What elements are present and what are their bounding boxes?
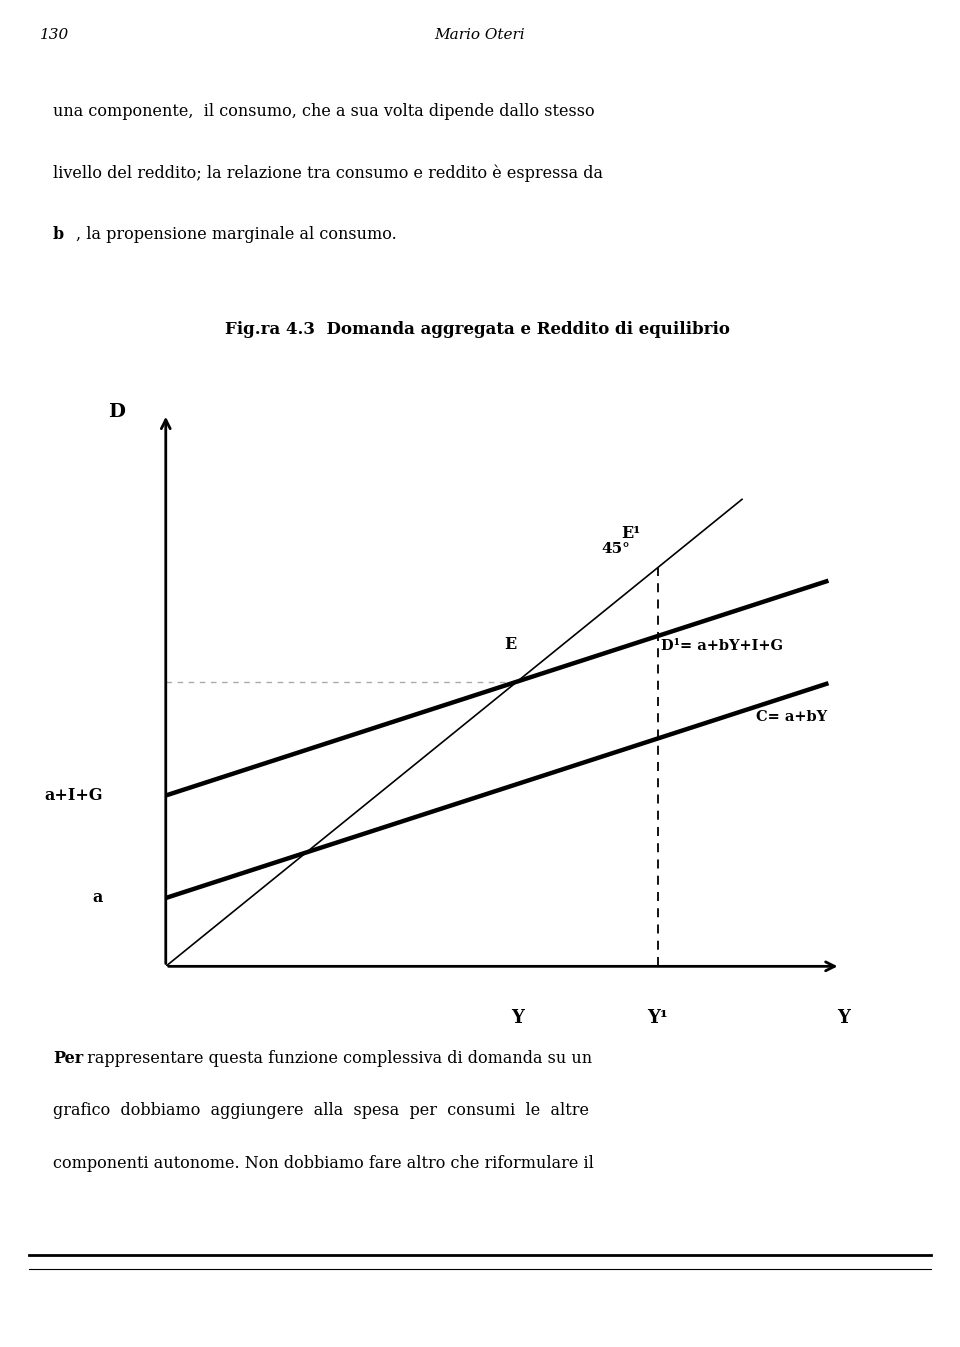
Text: grafico  dobbiamo  aggiungere  alla  spesa  per  consumi  le  altre: grafico dobbiamo aggiungere alla spesa p… bbox=[53, 1102, 588, 1119]
Text: D: D bbox=[108, 403, 125, 420]
Text: Y: Y bbox=[511, 1009, 523, 1026]
Text: Fig.ra 4.3  Domanda aggregata e Reddito di equilibrio: Fig.ra 4.3 Domanda aggregata e Reddito d… bbox=[226, 322, 730, 338]
Text: componenti autonome. Non dobbiamo fare altro che riformulare il: componenti autonome. Non dobbiamo fare a… bbox=[53, 1154, 593, 1172]
Text: Y: Y bbox=[837, 1009, 851, 1026]
Text: 130: 130 bbox=[40, 28, 69, 42]
Text: 45°: 45° bbox=[601, 543, 630, 556]
Text: a+I+G: a+I+G bbox=[44, 787, 103, 804]
Text: b: b bbox=[53, 225, 64, 242]
Text: Y¹: Y¹ bbox=[647, 1009, 668, 1026]
Text: Per: Per bbox=[53, 1049, 84, 1067]
Text: Mario Oteri: Mario Oteri bbox=[435, 28, 525, 42]
Text: C= a+bY: C= a+bY bbox=[756, 710, 828, 723]
Text: rappresentare questa funzione complessiva di domanda su un: rappresentare questa funzione complessiv… bbox=[82, 1049, 591, 1067]
Text: E: E bbox=[504, 636, 516, 653]
Text: una componente,  il consumo, che a sua volta dipende dallo stesso: una componente, il consumo, che a sua vo… bbox=[53, 104, 594, 120]
Text: , la propensione marginale al consumo.: , la propensione marginale al consumo. bbox=[76, 225, 396, 242]
Text: livello del reddito; la relazione tra consumo e reddito è espressa da: livello del reddito; la relazione tra co… bbox=[53, 164, 603, 182]
Text: E¹: E¹ bbox=[621, 525, 640, 541]
Text: a: a bbox=[92, 889, 103, 907]
Text: D¹= a+bY+I+G: D¹= a+bY+I+G bbox=[661, 638, 783, 653]
